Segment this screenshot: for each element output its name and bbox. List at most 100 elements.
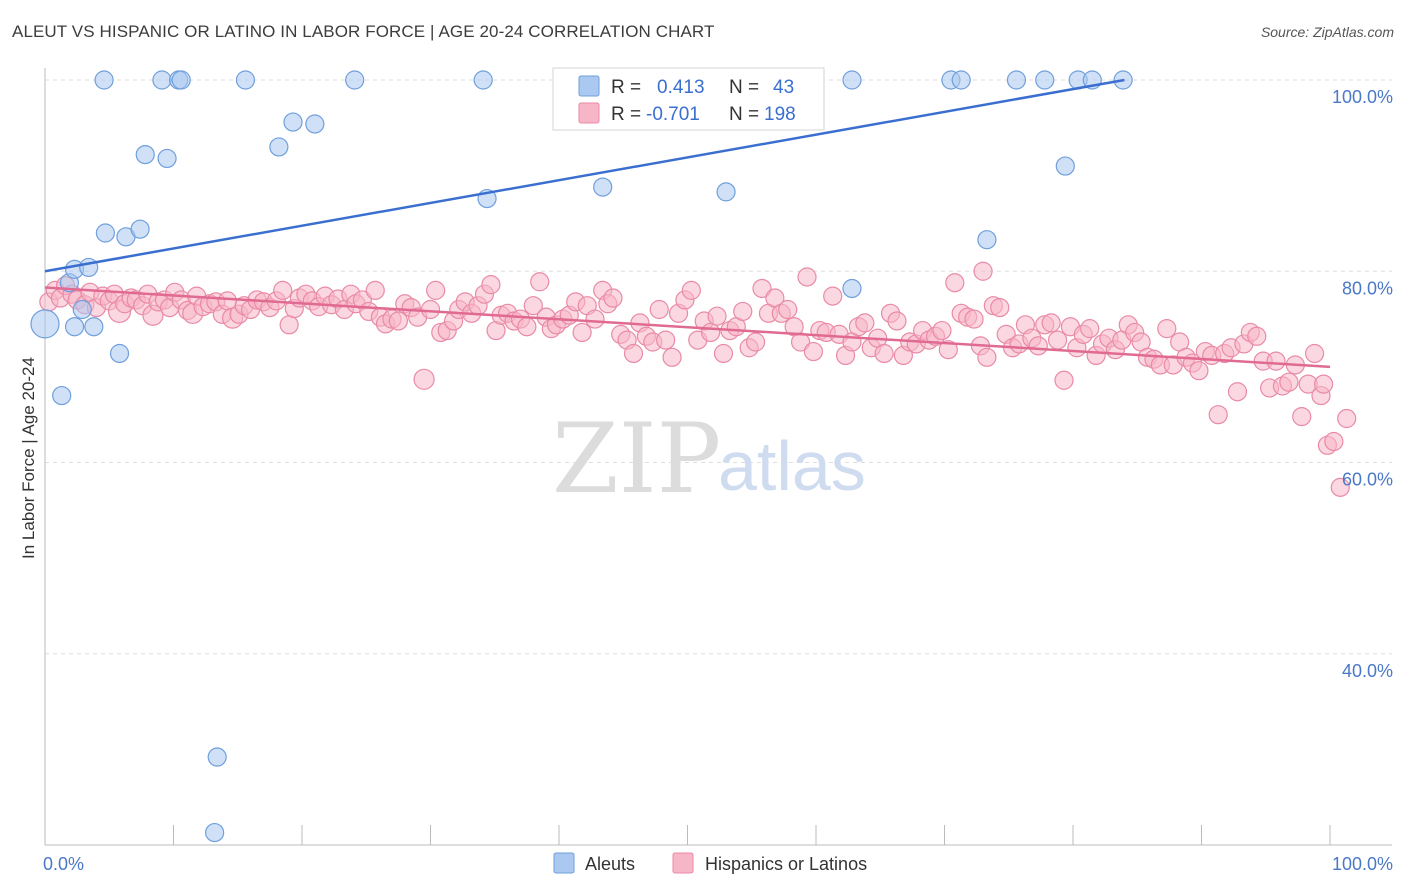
legend-n-value-aleuts: 43 (773, 77, 794, 98)
point-hispanics-74 (481, 275, 501, 295)
point-aleuts-0 (30, 309, 60, 339)
point-aleuts-10 (109, 343, 130, 364)
point-hispanics-41 (279, 315, 299, 335)
point-hispanics-191 (1227, 382, 1248, 402)
legend-r-label-2: R = (611, 104, 641, 125)
point-hispanics-125 (803, 341, 824, 362)
point-aleuts-26 (473, 70, 493, 90)
bottom-legend-swatch-hispanics (672, 852, 694, 874)
point-aleuts-23 (305, 114, 325, 134)
point-hispanics-64 (420, 299, 441, 320)
trend-lines (44, 78, 1331, 369)
point-hispanics-82 (530, 272, 550, 292)
point-hispanics-194 (1247, 326, 1267, 346)
point-aleuts-27 (593, 177, 613, 197)
point-hispanics-94 (603, 288, 623, 308)
point-aleuts-35 (977, 230, 997, 250)
point-hispanics-207 (1324, 431, 1344, 452)
point-hispanics-205 (1313, 374, 1334, 394)
point-hispanics-63 (413, 368, 435, 390)
point-hispanics-199 (1279, 372, 1299, 392)
point-hispanics-150 (964, 309, 984, 329)
legend-box: R = 0.413 N = 43 R = -0.701 N = 198 (552, 67, 825, 131)
point-hispanics-80 (517, 317, 537, 337)
y-tick-label-3: 100.0% (1332, 87, 1393, 107)
point-hispanics-121 (778, 299, 798, 320)
axes (44, 68, 1392, 846)
point-aleuts-36 (1006, 70, 1027, 90)
y-axis-title: In Labor Force | Age 20-24 (19, 357, 38, 559)
point-hispanics-89 (572, 322, 592, 343)
bottom-legend-aleuts: Aleuts (585, 854, 635, 874)
point-aleuts-22 (283, 112, 303, 132)
x-tick-label-0: 0.0% (43, 854, 84, 874)
point-aleuts-14 (152, 70, 172, 90)
point-hispanics-136 (874, 343, 894, 364)
point-aleuts-34 (951, 70, 971, 90)
point-aleuts-37 (1035, 70, 1055, 90)
point-aleuts-21 (269, 137, 289, 157)
point-aleuts-18 (207, 747, 227, 767)
point-hispanics-147 (945, 273, 965, 293)
point-hispanics-65 (426, 280, 446, 300)
point-hispanics-110 (707, 306, 727, 326)
point-aleuts-24 (345, 70, 365, 90)
point-hispanics-210 (973, 261, 993, 281)
bottom-legend-swatch-aleuts (553, 852, 575, 874)
point-hispanics-209 (1337, 408, 1357, 429)
point-aleuts-38 (1055, 156, 1075, 176)
point-hispanics-106 (681, 280, 701, 300)
point-aleuts-12 (130, 219, 150, 239)
point-hispanics-168 (1080, 319, 1100, 339)
point-hispanics-102 (656, 330, 676, 350)
point-hispanics-160 (1028, 336, 1048, 356)
point-hispanics-128 (823, 286, 843, 306)
point-hispanics-138 (887, 311, 907, 331)
point-hispanics-201 (1292, 407, 1312, 427)
point-hispanics-180 (1157, 319, 1177, 339)
point-hispanics-91 (585, 309, 605, 329)
point-hispanics-164 (1054, 370, 1074, 390)
bottom-legend: Aleuts Hispanics or Latinos (553, 852, 867, 874)
point-aleuts-5 (72, 299, 92, 320)
point-hispanics-163 (1047, 330, 1068, 350)
point-aleuts-17 (171, 70, 191, 90)
point-hispanics-185 (1189, 361, 1209, 381)
point-hispanics-109 (701, 322, 721, 343)
point-hispanics-162 (1041, 313, 1061, 333)
point-aleuts-13 (135, 144, 155, 165)
point-hispanics-114 (733, 301, 753, 322)
y-tick-label-0: 40.0% (1342, 661, 1393, 681)
point-hispanics-40 (273, 280, 293, 300)
legend-swatch-hispanics (578, 102, 600, 124)
watermark: ZIP atlas (552, 403, 866, 515)
legend-n-label-1: N = (729, 77, 759, 98)
watermark-zip: ZIP (552, 403, 721, 515)
point-hispanics-111 (713, 343, 734, 364)
bottom-legend-hispanics: Hispanics or Latinos (705, 854, 867, 874)
point-aleuts-9 (95, 223, 115, 243)
legend-n-value-hispanics: 198 (764, 104, 796, 125)
point-hispanics-103 (662, 347, 682, 367)
legend-swatch-aleuts (578, 75, 600, 97)
legend-r-value-aleuts: 0.413 (657, 77, 705, 98)
point-hispanics-133 (855, 313, 875, 333)
point-aleuts-7 (84, 317, 104, 337)
y-tick-label-1: 60.0% (1342, 470, 1393, 490)
point-aleuts-8 (94, 70, 114, 90)
point-aleuts-4 (64, 317, 85, 337)
grid-lines (45, 79, 1392, 655)
point-hispanics-101 (649, 299, 669, 320)
x-tick-label-1: 100.0% (1332, 854, 1393, 874)
point-hispanics-208 (1330, 477, 1350, 497)
x-tick-labels: 0.0% 100.0% (43, 854, 1393, 874)
point-aleuts-1 (52, 385, 72, 406)
point-aleuts-15 (157, 148, 177, 169)
trend-line-aleuts (44, 78, 1125, 273)
point-hispanics-154 (990, 297, 1010, 318)
legend-n-label-2: N = (729, 104, 759, 125)
point-hispanics-124 (797, 267, 817, 287)
point-hispanics-116 (746, 332, 766, 352)
point-aleuts-19 (205, 822, 225, 843)
